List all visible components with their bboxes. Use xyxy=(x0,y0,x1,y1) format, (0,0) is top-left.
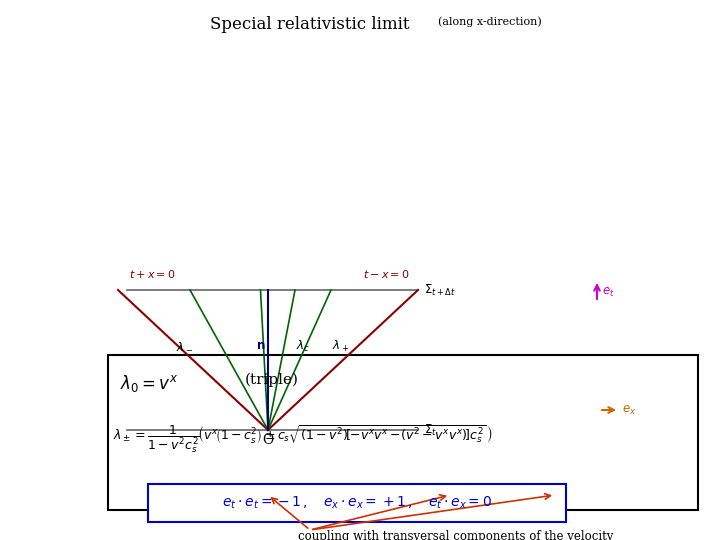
Text: (triple): (triple) xyxy=(245,373,299,387)
Text: $\lambda_-$: $\lambda_-$ xyxy=(176,339,193,352)
Text: $e_t$: $e_t$ xyxy=(602,286,615,299)
Text: $\lambda_\pm = \dfrac{1}{1-v^2c_s^2}\!\left(v^x\!\left(1-c_s^2\right)\pm c_s\sqr: $\lambda_\pm = \dfrac{1}{1-v^2c_s^2}\!\l… xyxy=(113,423,492,455)
Text: $\mathbf{n}$: $\mathbf{n}$ xyxy=(256,339,266,352)
Text: O: O xyxy=(262,433,274,447)
Text: Special relativistic limit: Special relativistic limit xyxy=(210,16,410,33)
Text: $\Sigma_{t+\Delta t}$: $\Sigma_{t+\Delta t}$ xyxy=(424,282,456,298)
Text: coupling with transversal components of the velocity
(important difference with : coupling with transversal components of … xyxy=(298,530,613,540)
Text: $e_t \cdot e_t = -1\,,\quad e_x \cdot e_x = +1\,,\quad e_t \cdot e_x = 0$: $e_t \cdot e_t = -1\,,\quad e_x \cdot e_… xyxy=(222,495,492,511)
Bar xyxy=(108,355,698,510)
Text: $\lambda_0 = v^x$: $\lambda_0 = v^x$ xyxy=(120,373,179,394)
Text: $t+x=0$: $t+x=0$ xyxy=(129,268,176,280)
Text: $t-x=0$: $t-x=0$ xyxy=(363,268,410,280)
Text: $e_x$: $e_x$ xyxy=(622,404,636,417)
Text: $\Sigma_t$: $\Sigma_t$ xyxy=(424,422,437,437)
Text: (along x-direction): (along x-direction) xyxy=(438,16,542,26)
Text: $\lambda_c$: $\lambda_c$ xyxy=(296,339,310,354)
Text: $\lambda_+$: $\lambda_+$ xyxy=(332,339,349,354)
Bar xyxy=(148,484,566,522)
